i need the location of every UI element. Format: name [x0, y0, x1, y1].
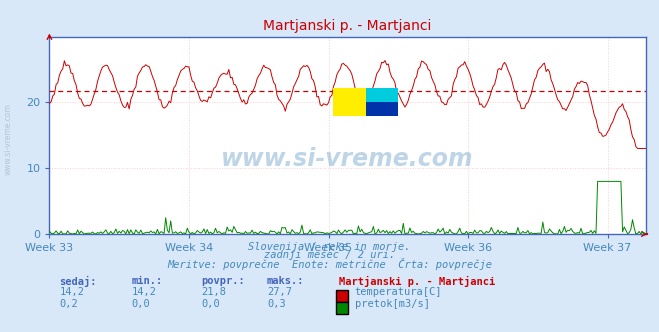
Text: www.si-vreme.com: www.si-vreme.com — [221, 147, 474, 171]
Bar — [333, 88, 366, 116]
Text: 14,2: 14,2 — [59, 287, 84, 297]
Bar — [366, 88, 398, 102]
Text: temperatura[C]: temperatura[C] — [355, 287, 442, 297]
Title: Martjanski p. - Martjanci: Martjanski p. - Martjanci — [264, 19, 432, 33]
Text: 0,0: 0,0 — [132, 299, 150, 309]
Text: Martjanski p. - Martjanci: Martjanski p. - Martjanci — [339, 276, 496, 287]
Text: 0,0: 0,0 — [201, 299, 219, 309]
Text: 0,3: 0,3 — [267, 299, 285, 309]
Text: min.:: min.: — [132, 276, 163, 286]
Text: 14,2: 14,2 — [132, 287, 157, 297]
Text: pretok[m3/s]: pretok[m3/s] — [355, 299, 430, 309]
Text: sedaj:: sedaj: — [59, 276, 97, 287]
Text: povpr.:: povpr.: — [201, 276, 244, 286]
Bar — [366, 102, 398, 116]
Text: 0,2: 0,2 — [59, 299, 78, 309]
Text: maks.:: maks.: — [267, 276, 304, 286]
Text: www.si-vreme.com: www.si-vreme.com — [4, 104, 13, 175]
Text: Slovenija / reke in morje.: Slovenija / reke in morje. — [248, 242, 411, 252]
Text: zadnji mesec / 2 uri.: zadnji mesec / 2 uri. — [264, 250, 395, 260]
Text: 27,7: 27,7 — [267, 287, 292, 297]
Text: 21,8: 21,8 — [201, 287, 226, 297]
Text: Meritve: povprečne  Enote: metrične  Črta: povprečje: Meritve: povprečne Enote: metrične Črta:… — [167, 258, 492, 270]
